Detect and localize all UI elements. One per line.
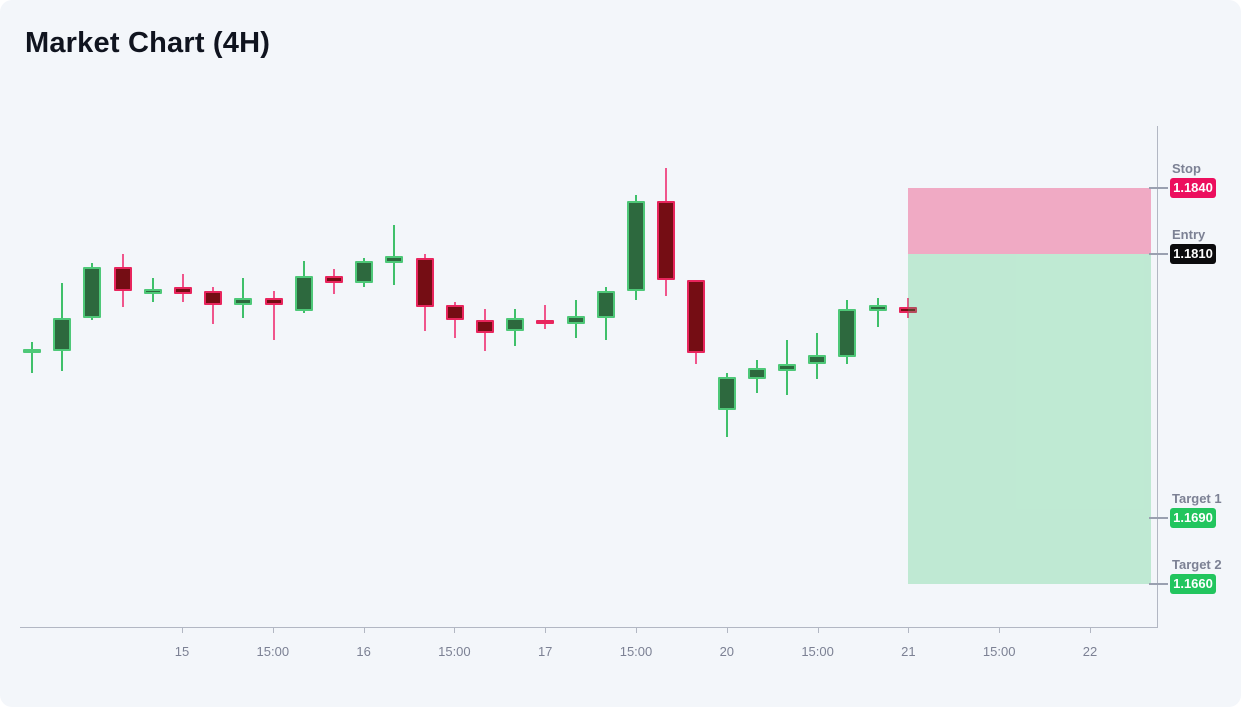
candle-body — [778, 364, 796, 371]
entry-price-badge: 1.1810 — [1170, 244, 1216, 264]
price-axis-line — [1157, 126, 1158, 627]
candle-body — [536, 320, 555, 325]
x-axis-line — [20, 627, 1158, 628]
candle-body — [385, 256, 404, 263]
x-tick-label: 17 — [537, 644, 553, 659]
candle-body — [23, 348, 41, 353]
candle-body — [294, 276, 313, 312]
chart-title: Market Chart (4H) — [25, 27, 271, 59]
candle-body — [355, 260, 374, 283]
x-tick-label: 15:00 — [619, 644, 653, 659]
candle-body — [174, 287, 192, 294]
candle-body — [687, 280, 706, 353]
candle-body — [234, 298, 253, 305]
candle-body — [476, 320, 494, 334]
candle-body — [204, 291, 223, 305]
candle-wick — [31, 342, 33, 373]
x-tick — [817, 627, 819, 633]
price-tick-target1 — [1149, 517, 1168, 519]
candle-body — [838, 309, 857, 358]
price-tick-stop — [1149, 187, 1168, 189]
x-tick-label: 15:00 — [438, 644, 471, 659]
candle-body — [566, 315, 585, 325]
candle-wick — [272, 291, 275, 340]
candle-body — [53, 317, 72, 351]
candle-body — [445, 304, 464, 320]
candle-body — [657, 201, 676, 281]
x-tick — [363, 627, 365, 633]
x-tick — [272, 627, 274, 633]
candle-body — [596, 291, 615, 318]
candle-body — [415, 258, 434, 307]
x-tick-label: 15 — [174, 644, 190, 659]
x-tick — [726, 627, 728, 633]
level-label-stop: Stop — [1172, 161, 1201, 176]
price-tick-entry — [1149, 253, 1168, 255]
candle-wick — [393, 225, 396, 285]
x-tick-label: 21 — [901, 644, 916, 659]
x-tick — [454, 627, 456, 633]
x-tick — [545, 627, 547, 633]
x-tick — [636, 627, 637, 633]
candle-body — [113, 267, 132, 292]
x-tick — [1090, 627, 1091, 633]
level-label-entry: Entry — [1172, 227, 1206, 242]
x-tick-label: 15:00 — [982, 644, 1016, 659]
x-tick — [999, 627, 1001, 633]
candle-wick — [212, 287, 215, 325]
candle-body — [898, 306, 917, 314]
target2-price-badge: 1.1660 — [1170, 574, 1216, 594]
candle-body — [506, 317, 525, 331]
reward-zone — [908, 254, 1151, 584]
candle-body — [143, 289, 162, 294]
target1-price-badge: 1.1690 — [1170, 508, 1216, 528]
x-tick-label: 15:00 — [256, 644, 290, 659]
x-tick-label: 16 — [356, 644, 371, 659]
candle-body — [325, 276, 343, 283]
level-label-target2: Target 2 — [1172, 557, 1222, 572]
candle-wick — [242, 278, 245, 318]
level-label-target1: Target 1 — [1172, 491, 1222, 506]
stop-price-badge: 1.1840 — [1170, 178, 1216, 198]
candle-wick — [876, 298, 879, 327]
candle-body — [808, 355, 827, 364]
x-tick — [182, 627, 183, 633]
candle-wick — [453, 302, 456, 338]
candle-body — [83, 267, 102, 318]
candle-wick — [544, 304, 547, 329]
x-tick-label: 20 — [719, 644, 735, 659]
candle-body — [627, 201, 645, 292]
x-tick — [908, 627, 910, 633]
x-tick-label: 22 — [1082, 644, 1098, 659]
candle-body — [717, 377, 736, 411]
candle-body — [747, 368, 766, 380]
price-tick-target2 — [1149, 583, 1168, 585]
x-tick-label: 15:00 — [801, 644, 834, 659]
risk-zone — [908, 188, 1151, 254]
candle-body — [264, 298, 283, 305]
candle-body — [868, 304, 887, 312]
